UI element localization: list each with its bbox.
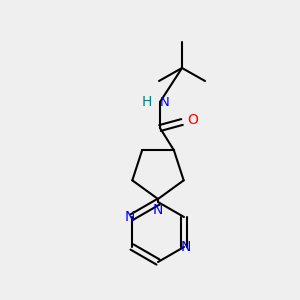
Text: N: N [125,210,135,224]
Text: N: N [160,95,170,109]
Text: N: N [153,203,163,217]
Text: H: H [142,95,152,109]
Text: N: N [181,240,191,254]
Text: O: O [187,113,198,127]
